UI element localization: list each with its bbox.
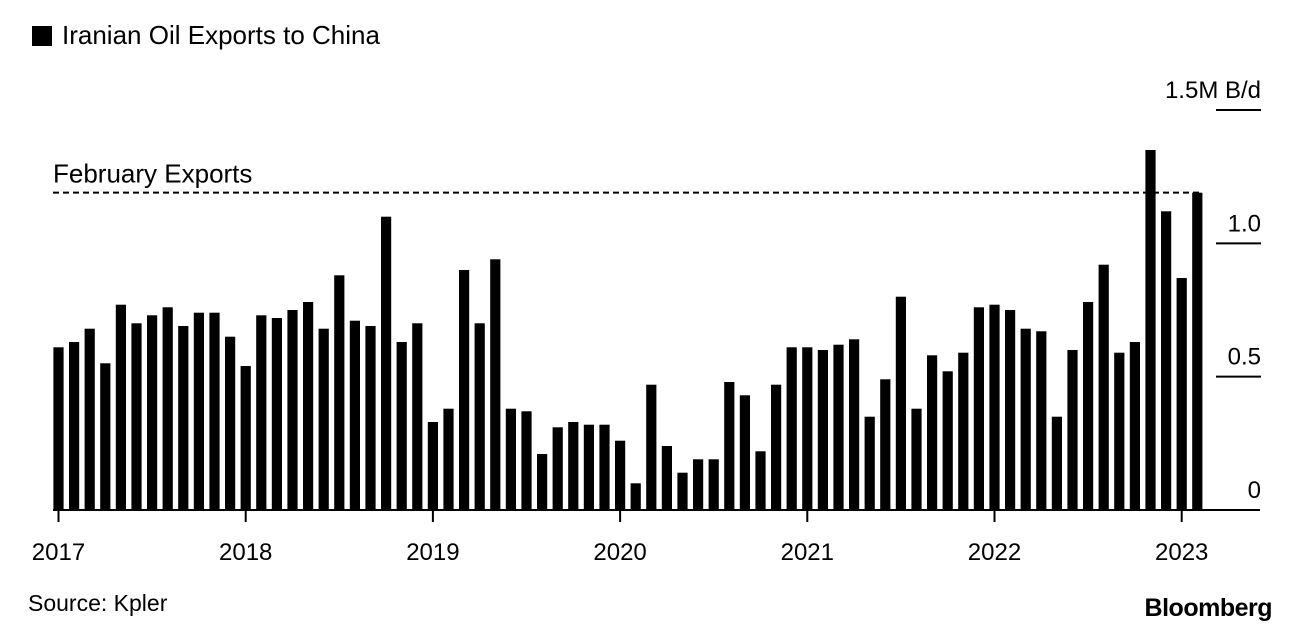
bar [396, 342, 407, 510]
bar [178, 326, 189, 510]
x-tick-label: 2021 [781, 539, 834, 566]
bar [412, 323, 423, 510]
bar [1051, 416, 1062, 510]
bar [240, 366, 251, 510]
x-tick-label: 2017 [32, 539, 85, 566]
x-tick-label: 2023 [1155, 539, 1208, 566]
bar [880, 379, 891, 510]
bar [209, 312, 220, 510]
bar [693, 459, 704, 510]
bar [287, 310, 298, 510]
brand-logo: Bloomberg [1144, 594, 1273, 622]
bar [1114, 352, 1125, 510]
bar [833, 344, 844, 510]
bar [568, 422, 579, 510]
bar [708, 459, 719, 510]
bar [1036, 331, 1047, 510]
bar [53, 347, 64, 510]
bar [1098, 264, 1109, 510]
bar [895, 296, 906, 510]
bar [724, 382, 735, 510]
bar [1161, 211, 1172, 511]
bar [552, 427, 563, 510]
bar [646, 384, 657, 510]
bar [271, 318, 282, 510]
bar [677, 472, 688, 510]
bar [256, 315, 267, 510]
bar [459, 270, 470, 510]
bar [1192, 192, 1203, 510]
bar [1129, 342, 1140, 510]
bar [303, 302, 314, 510]
bar [115, 304, 126, 510]
bar [427, 422, 438, 510]
bar [942, 371, 953, 510]
bar [225, 336, 236, 510]
x-tick-label: 2022 [968, 539, 1021, 566]
bar [521, 411, 532, 510]
bar [490, 259, 501, 510]
bar [615, 440, 626, 510]
bar [599, 424, 610, 510]
bar [100, 363, 111, 510]
y-tick-label: 1.0 [1228, 210, 1261, 237]
bar [1020, 328, 1031, 510]
bar [365, 326, 376, 510]
x-tick-label: 2018 [219, 539, 272, 566]
source-note: Source: Kpler [28, 590, 168, 616]
legend: Iranian Oil Exports to China [32, 20, 380, 51]
y-tick-label: 1.5M B/d [1165, 77, 1261, 104]
bar [583, 424, 594, 510]
bar [661, 446, 672, 510]
bar [1083, 302, 1094, 510]
bar [927, 355, 938, 510]
y-tick-label: 0 [1248, 477, 1261, 504]
bar [69, 342, 80, 510]
bar [537, 454, 548, 510]
bar [973, 307, 984, 510]
x-tick-label: 2019 [406, 539, 459, 566]
bar [318, 328, 329, 510]
bar [771, 384, 782, 510]
bar [1005, 310, 1016, 510]
bar [334, 275, 345, 510]
bar [1145, 150, 1156, 510]
legend-label: Iranian Oil Exports to China [62, 20, 380, 50]
bar [849, 339, 860, 510]
bar [1176, 278, 1187, 510]
bar [817, 350, 828, 510]
bar [989, 304, 1000, 510]
bar [474, 323, 485, 510]
bar [349, 320, 360, 510]
bar [802, 347, 813, 510]
bar [193, 312, 204, 510]
bar [162, 307, 173, 510]
y-tick-label: 0.5 [1228, 344, 1261, 371]
bar [84, 328, 95, 510]
x-tick-label: 2020 [593, 539, 646, 566]
bar [958, 352, 969, 510]
bar [911, 408, 922, 510]
bar [443, 408, 454, 510]
bar [147, 315, 158, 510]
bar [381, 216, 392, 510]
bar [505, 408, 516, 510]
bar [739, 395, 750, 510]
legend-swatch [32, 25, 52, 46]
bar [131, 323, 142, 510]
bar [1067, 350, 1078, 510]
bar [755, 451, 766, 510]
bar [630, 483, 641, 510]
bar [864, 416, 875, 510]
reference-line-label: February Exports [53, 159, 252, 189]
bar [786, 347, 797, 510]
